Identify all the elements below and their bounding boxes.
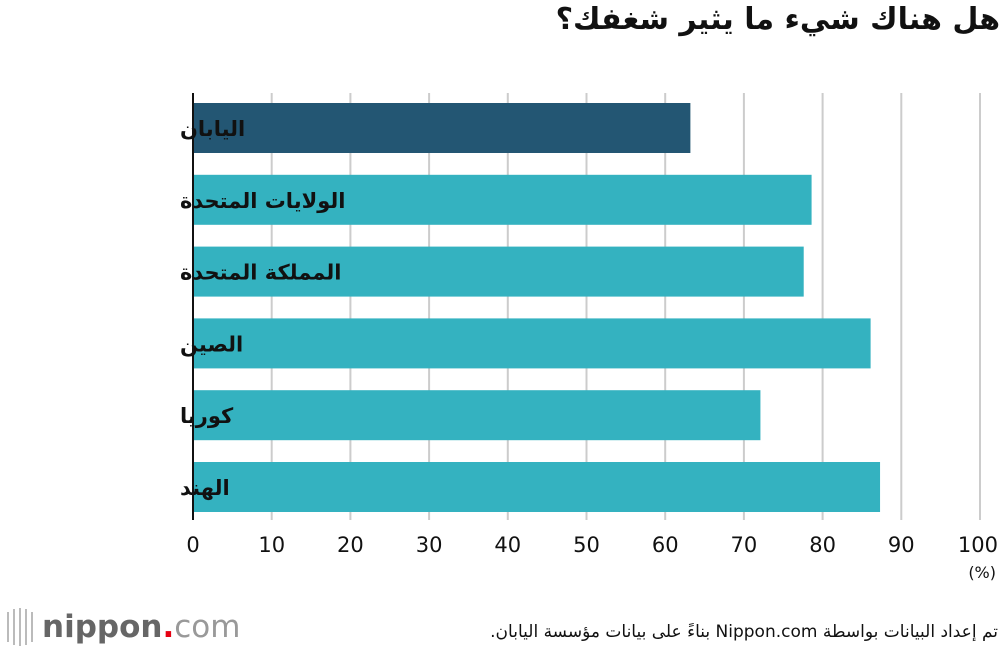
bar	[193, 462, 881, 512]
x-tick-label: 90	[888, 533, 915, 557]
x-tick-label: 30	[416, 533, 443, 557]
bar	[193, 390, 761, 441]
x-tick-label: 20	[337, 533, 364, 557]
category-label: اليابان	[180, 117, 245, 141]
nippon-logo: nippon.com	[4, 607, 240, 647]
bar	[193, 246, 804, 297]
x-tick-label: 50	[573, 533, 600, 557]
x-tick-label: 80	[809, 533, 836, 557]
category-label: كوريا	[180, 404, 234, 428]
category-label: الصين	[180, 332, 243, 356]
unit-label: (%)	[968, 563, 996, 582]
category-label: المملكة المتحدة	[180, 261, 341, 285]
nippon-logo-icon	[7, 608, 33, 646]
category-label: الهند	[180, 476, 230, 500]
x-tick-label: 0	[186, 533, 199, 557]
x-tick-label: 60	[652, 533, 679, 557]
x-tick-label: 10	[258, 533, 285, 557]
bar-chart: اليابان الولايات المتحدة المملكة المتحدة ال…	[180, 93, 998, 582]
category-label: الولايات المتحدة	[180, 189, 345, 213]
x-tick-label: 100	[958, 533, 998, 557]
logo-wordmark: nippon.com	[42, 609, 241, 645]
chart-title: هل هناك شيء ما يثير شغفك؟	[555, 2, 1000, 37]
bar	[193, 174, 812, 225]
bar	[193, 318, 871, 369]
x-tick-label: 70	[731, 533, 758, 557]
source-note: تم إعداد البيانات بواسطة Nippon.com بناء…	[490, 622, 998, 642]
bar	[193, 103, 691, 153]
x-tick-label: 40	[494, 533, 521, 557]
